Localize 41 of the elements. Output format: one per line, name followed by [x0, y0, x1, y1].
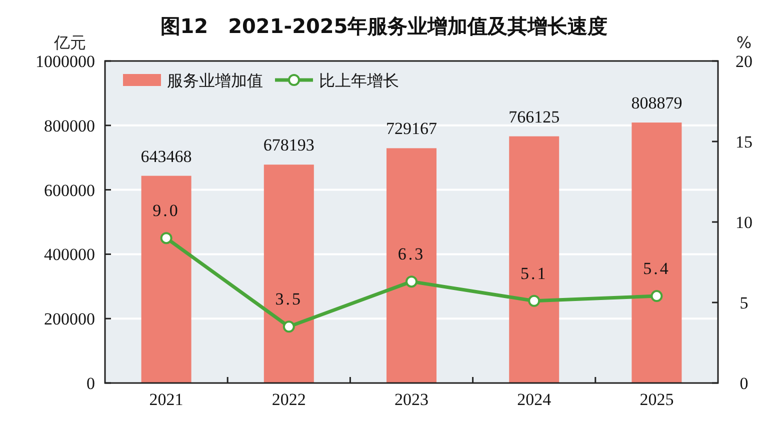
data-label: 3.5	[275, 290, 303, 309]
y2-tick-label: 20	[736, 52, 752, 71]
bar	[386, 148, 436, 383]
x-tick-label: 2023	[394, 390, 428, 409]
legend-label: 服务业增加值	[167, 71, 263, 90]
point	[160, 232, 172, 244]
bar	[264, 164, 314, 383]
data-label: 643468	[140, 146, 192, 166]
x-tick-label: 2024	[517, 390, 552, 409]
y2-tick-label: 5	[740, 294, 748, 312]
y-tick-label: 1000000	[36, 52, 95, 71]
y-tick-label: 200000	[44, 310, 95, 329]
point	[282, 320, 295, 333]
y-tick-label: 600000	[44, 180, 95, 200]
legend-label: 比上年增长	[319, 71, 399, 90]
point	[650, 290, 663, 302]
x-tick-label: 2025	[640, 390, 674, 409]
x-tick-label: 2021	[149, 390, 184, 409]
y2-axis-title: %	[736, 33, 752, 52]
data-label: 6.3	[398, 244, 426, 264]
chart-title: 图12 2021-2025年服务业增加值及其增长速度	[160, 14, 608, 38]
y2-tick-label: 15	[736, 132, 752, 152]
y2-tick-label: 0	[740, 374, 748, 393]
y-axis-title: 亿元	[53, 33, 86, 52]
data-label: 678193	[263, 136, 314, 155]
point	[528, 294, 540, 307]
bar	[141, 176, 192, 383]
x-tick-label: 2022	[272, 390, 306, 409]
y-tick-label: 400000	[44, 245, 95, 264]
data-label: 9.0	[152, 201, 180, 220]
data-label: 5.4	[643, 259, 670, 278]
bar	[509, 136, 560, 383]
y-tick-label: 800000	[44, 116, 95, 136]
y2-tick-label: 10	[736, 213, 752, 232]
point	[406, 276, 418, 288]
data-label: 766125	[508, 107, 560, 126]
data-label: 729167	[386, 119, 438, 138]
y-tick-label: 0	[86, 374, 95, 393]
data-label: 808879	[631, 94, 682, 113]
bar	[632, 122, 682, 383]
data-label: 5.1	[520, 264, 548, 283]
